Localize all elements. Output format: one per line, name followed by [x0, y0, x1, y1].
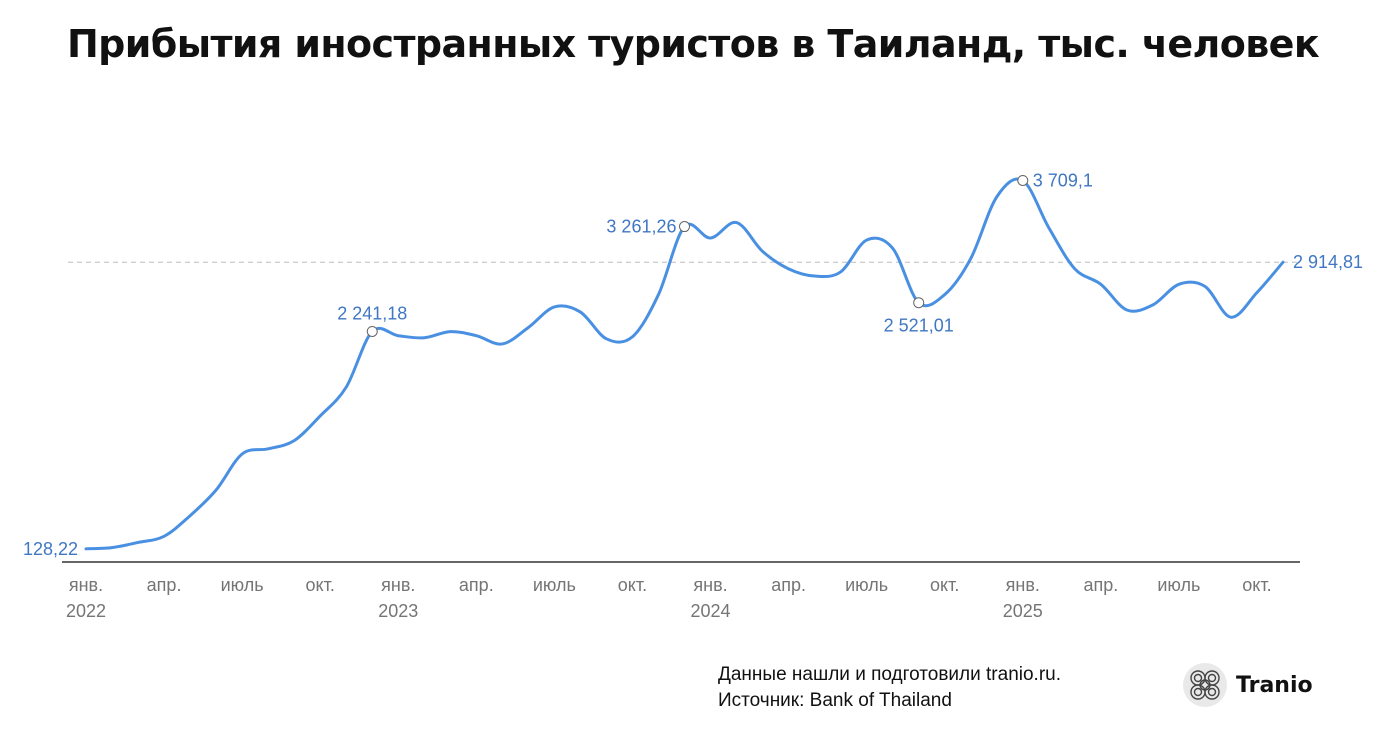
x-tick-label: янв.	[69, 575, 103, 595]
data-label: 3 709,1	[1033, 170, 1093, 190]
chart-title: Прибытия иностранных туристов в Таиланд,…	[66, 22, 1320, 66]
tranio-logo-icon	[1183, 663, 1227, 707]
x-tick-label: окт.	[930, 575, 959, 595]
brand-name: Tranio	[1236, 672, 1313, 698]
x-tick-label: апр.	[459, 575, 494, 595]
x-tick-label: окт.	[618, 575, 647, 595]
data-point	[366, 325, 378, 337]
x-tick-label: июль	[533, 575, 576, 595]
data-point	[913, 297, 925, 309]
x-tick-label: апр.	[147, 575, 182, 595]
x-tick-label: янв.	[1006, 575, 1040, 595]
x-tick-label: окт.	[306, 575, 335, 595]
data-label: 2 521,01	[884, 316, 954, 336]
x-tick-label: июль	[1157, 575, 1200, 595]
x-tick-label: апр.	[1083, 575, 1118, 595]
x-tick-label: июль	[221, 575, 264, 595]
data-label: 2 241,18	[337, 303, 407, 323]
footer-credit: Данные нашли и подготовили tranio.ru.	[718, 664, 1062, 685]
x-tick-label: окт.	[1242, 575, 1271, 595]
footer-source: Источник: Bank of Thailand	[718, 690, 952, 711]
x-tick-label: июль	[845, 575, 888, 595]
data-point	[679, 221, 690, 233]
x-tick-year-label: 2025	[1003, 601, 1043, 621]
series-line	[84, 177, 1285, 551]
brand-logo[interactable]: Tranio	[1182, 661, 1313, 709]
data-label: 128,22	[23, 539, 78, 559]
x-tick-label: янв.	[381, 575, 415, 595]
x-tick-year-label: 2023	[378, 601, 418, 621]
line-chart: 128,22 2 241,18 3 261,26 2 521,01 3 709,1 2 9…	[23, 170, 1363, 621]
data-label: 2 914,81	[1293, 252, 1363, 272]
x-tick-label: апр.	[771, 575, 806, 595]
x-tick-label: янв.	[693, 575, 727, 595]
x-tick-year-label: 2024	[690, 601, 730, 621]
data-point	[1017, 174, 1029, 186]
x-tick-year-label: 2022	[66, 601, 106, 621]
data-label: 3 261,26	[606, 217, 676, 237]
footer-note: Данные нашли и подготовили tranio.ru. Ис…	[718, 662, 1061, 714]
